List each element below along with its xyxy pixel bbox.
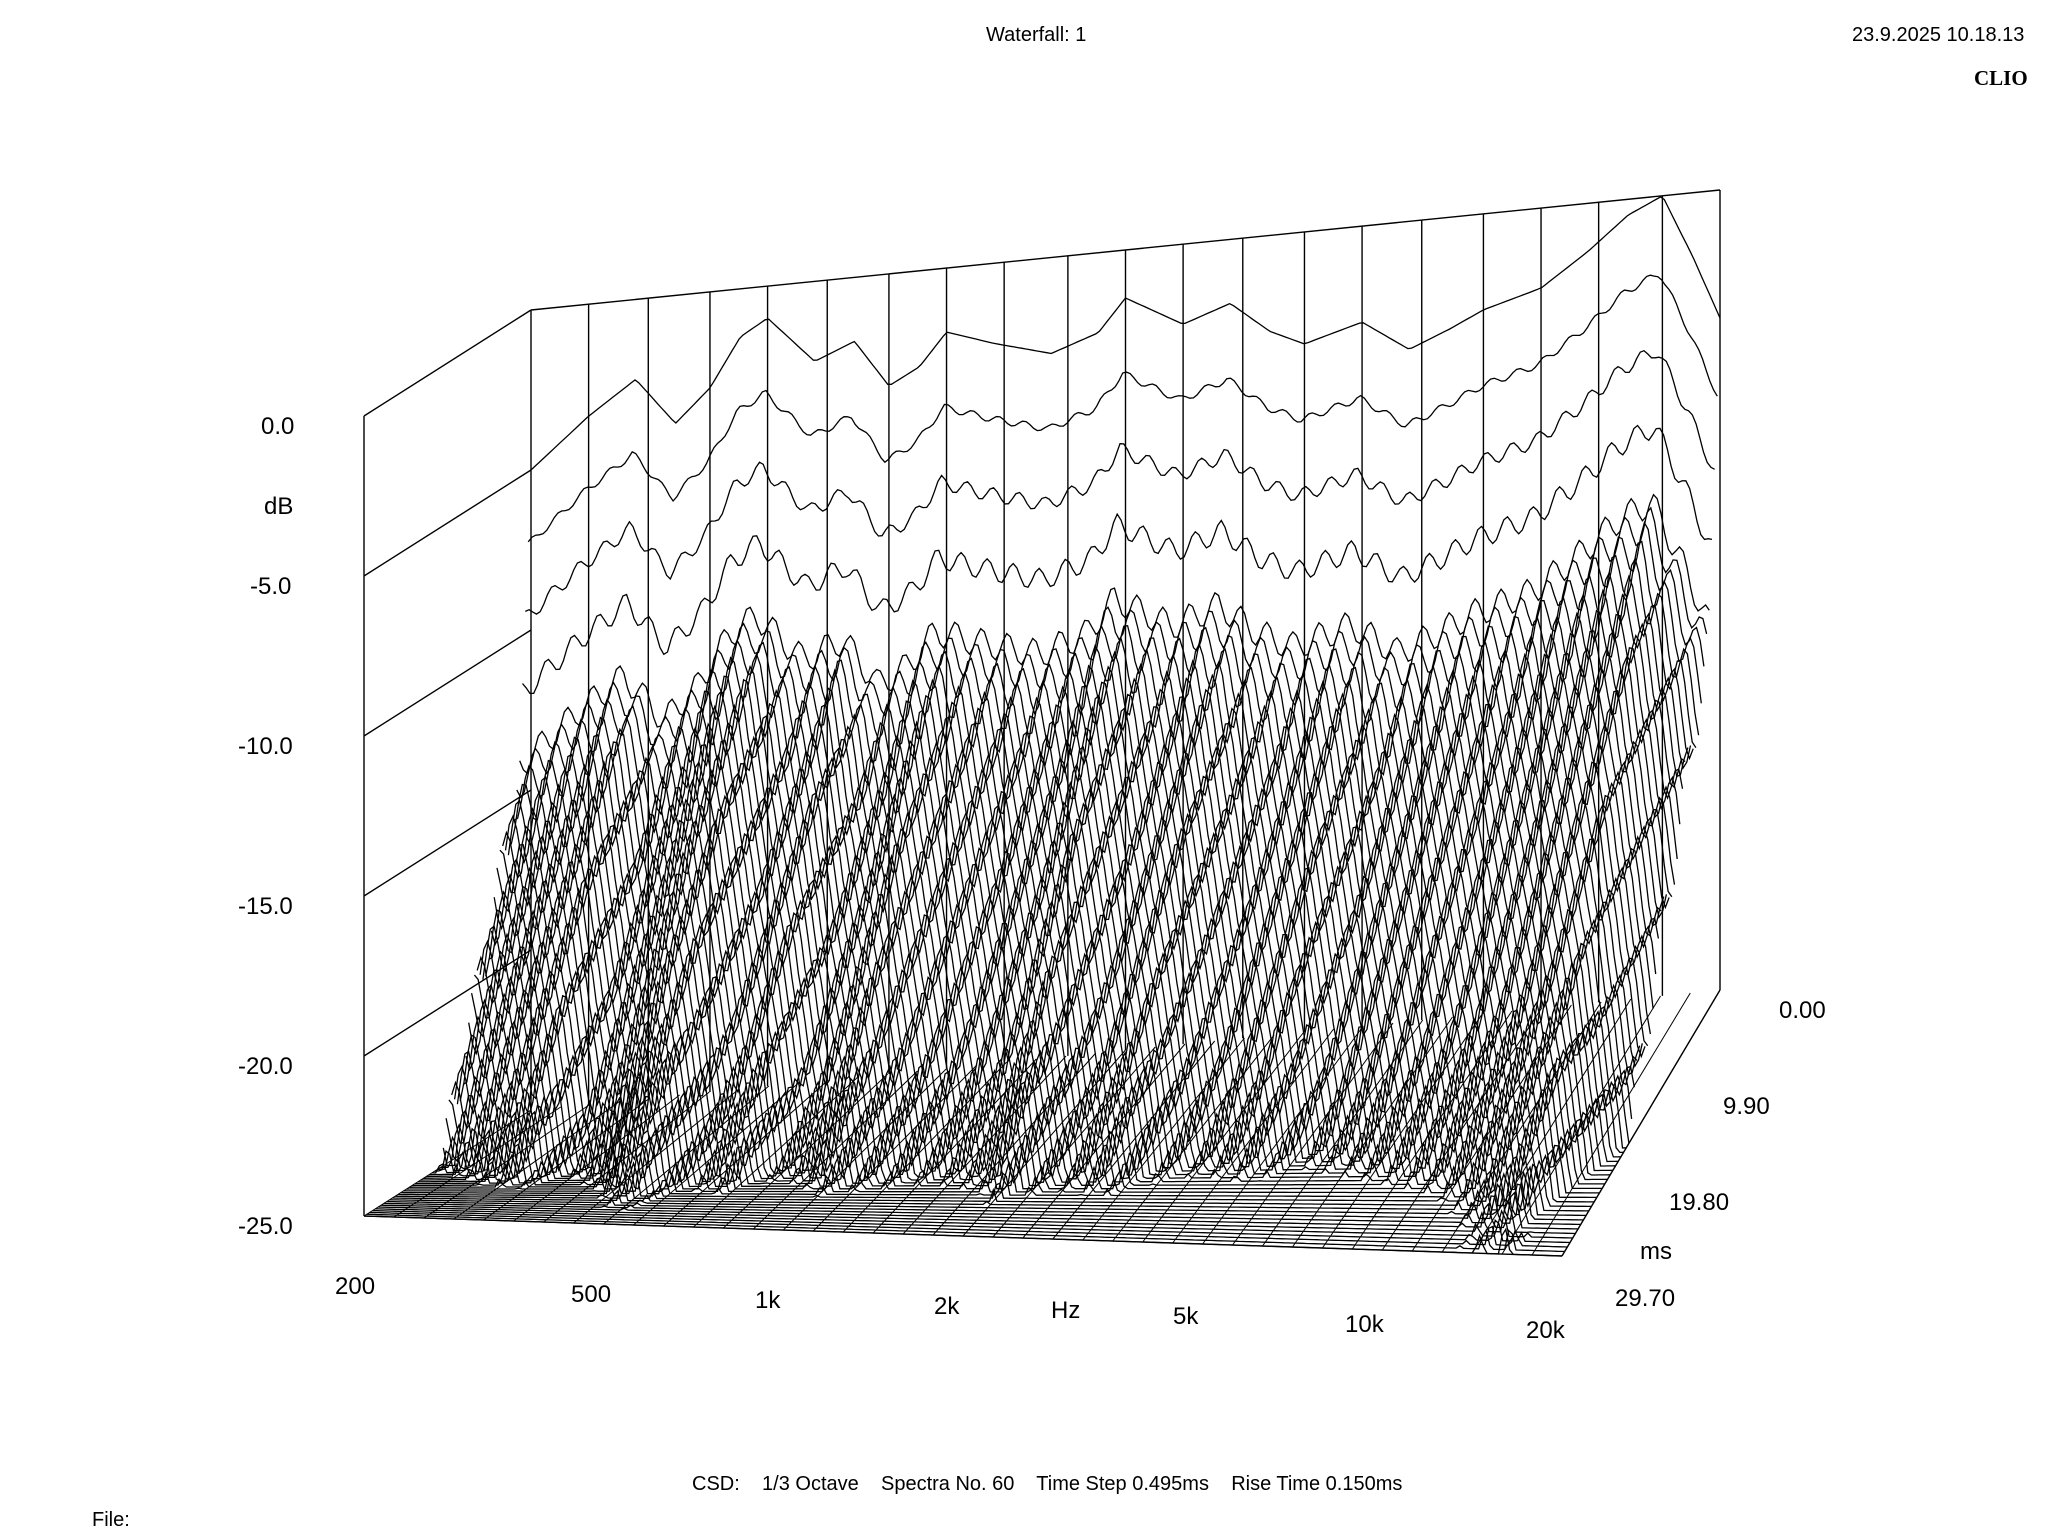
x-tick-label: 2k <box>934 1293 960 1320</box>
y-tick-label: -25.0 <box>238 1213 293 1240</box>
spectrum-curve <box>488 669 1681 961</box>
spectrum-curve <box>423 1031 1619 1179</box>
rise-time: Rise Time 0.150ms <box>1231 1473 1403 1495</box>
spectrum-curve <box>510 540 1702 845</box>
spectrum-curve <box>525 349 1715 615</box>
spectrum-curve <box>445 926 1641 1163</box>
spectrum-curve <box>414 1062 1611 1185</box>
resolution-value: 1/3 Octave <box>762 1473 859 1495</box>
time-track <box>363 1109 532 1217</box>
time-track <box>1441 1001 1602 1253</box>
z-tick-label: 19.80 <box>1669 1189 1730 1216</box>
spectrum-curve <box>473 761 1668 1019</box>
spectrum-curve <box>499 613 1692 894</box>
spectrum-curve <box>490 655 1684 947</box>
spectrum-curve <box>383 1183 1581 1226</box>
y-tick-label: -5.0 <box>250 573 292 600</box>
x-tick-label: 200 <box>335 1273 376 1300</box>
spectrum-curve <box>437 960 1633 1170</box>
spectrum-curve <box>400 1127 1597 1199</box>
y-axis-unit: dB <box>264 493 294 520</box>
spectrum-curve <box>431 988 1627 1174</box>
spectrum-curve <box>530 196 1721 471</box>
chart-title: Waterfall: 1 <box>986 24 1087 46</box>
spectrum-curve <box>502 593 1694 880</box>
time-track <box>1531 992 1691 1256</box>
x-axis-unit: Hz <box>1051 1297 1081 1324</box>
spectrum-curve <box>380 1191 1579 1230</box>
x-tick-label: 5k <box>1173 1303 1199 1330</box>
spectrum-curve <box>369 1211 1568 1248</box>
spectrum-curve <box>440 950 1635 1169</box>
spectrum-curve <box>462 817 1657 1086</box>
time-step: Time Step 0.495ms <box>1036 1473 1209 1495</box>
spectrum-curve <box>470 778 1665 1038</box>
y-tick-label: 0.0 <box>261 413 295 440</box>
y-tick-label: -15.0 <box>238 893 293 920</box>
time-track <box>1561 989 1721 1257</box>
spectrum-curve <box>434 977 1630 1172</box>
spectrum-curve <box>429 1001 1624 1176</box>
grid-line <box>363 469 532 577</box>
axis-line <box>363 309 532 417</box>
x-tick-label: 1k <box>755 1287 781 1314</box>
spectrum-curve <box>527 274 1718 543</box>
spectra-count: Spectra No. 60 <box>880 1473 1015 1495</box>
grid-line <box>363 789 532 897</box>
spectrum-curve <box>378 1199 1576 1235</box>
spectrum-curve <box>392 1163 1589 1212</box>
spectra-curves <box>363 196 1721 1257</box>
z-tick-label: 0.00 <box>1779 997 1826 1024</box>
file-label: File: <box>92 1509 130 1531</box>
y-tick-label: -20.0 <box>238 1053 293 1080</box>
y-tick-label: -10.0 <box>238 733 293 760</box>
spectrum-curve <box>519 493 1710 775</box>
time-track <box>1321 1013 1483 1249</box>
spectrum-curve <box>442 942 1638 1167</box>
brand-logo: CLIO <box>1974 66 2028 90</box>
time-track <box>1471 998 1632 1254</box>
spectrum-curve <box>468 794 1662 1056</box>
spectrum-curve <box>513 520 1705 821</box>
x-tick-label: 500 <box>571 1281 612 1308</box>
timestamp: 23.9.2025 10.18.13 <box>1852 24 2025 46</box>
x-tick-label: 10k <box>1345 1311 1384 1338</box>
spectrum-curve <box>451 888 1646 1131</box>
spectrum-curve <box>397 1142 1595 1203</box>
spectrum-curve <box>395 1155 1592 1208</box>
z-tick-label: 29.70 <box>1615 1285 1676 1312</box>
z-axis-unit: ms <box>1640 1238 1672 1265</box>
z-tick-label: 9.90 <box>1723 1093 1770 1120</box>
spectrum-curve <box>375 1208 1573 1239</box>
spectrum-curve <box>389 1165 1587 1217</box>
spectrum-curve <box>363 1215 1563 1257</box>
grid-line <box>363 629 532 737</box>
spectrum-curve <box>372 1209 1571 1244</box>
spectrum-curve <box>476 741 1670 1005</box>
x-tick-label: 20k <box>1526 1317 1565 1344</box>
spectrum-curve <box>366 1213 1565 1253</box>
footer-info: CSD: 1/3 Octave Spectra No. 60 Time Step… <box>692 1473 1402 1496</box>
spectrum-curve <box>386 1170 1584 1221</box>
spectrum-curve <box>448 908 1643 1144</box>
spectrum-curve <box>465 803 1660 1072</box>
csd-label: CSD: <box>692 1473 740 1495</box>
spectrum-curve <box>522 424 1713 695</box>
